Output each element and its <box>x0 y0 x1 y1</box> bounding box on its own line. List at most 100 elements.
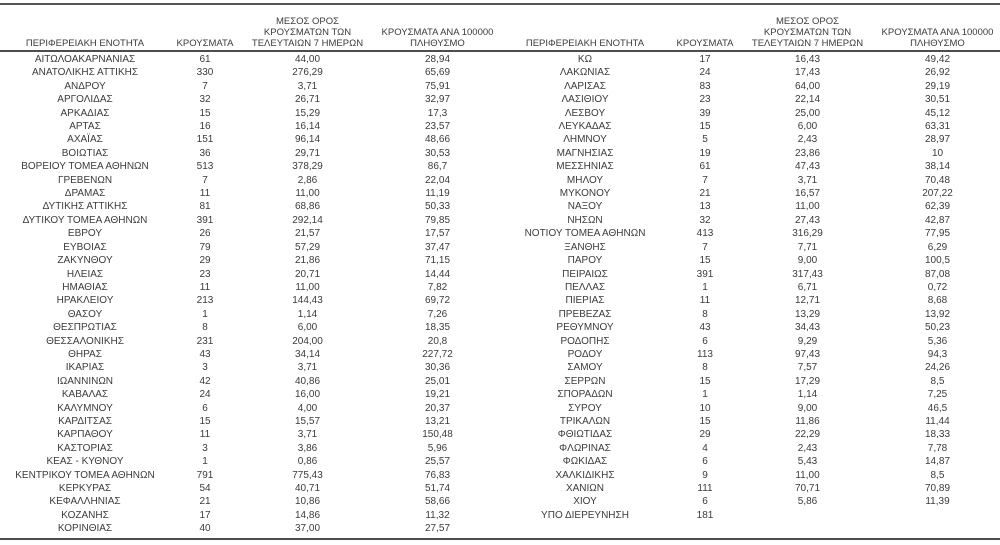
cell-avg7: 317,43 <box>792 268 823 280</box>
cell-avg7: 97,43 <box>794 348 821 360</box>
cell-per100k: 50,33 <box>424 201 451 213</box>
cell-region: ΙΩΑΝΝΙΝΩΝ <box>56 375 114 387</box>
cell-avg7: 2,43 <box>797 134 818 146</box>
cell-per100k: 70,89 <box>924 483 951 494</box>
cell-cases: 391 <box>696 268 714 280</box>
table-row: ΘΕΣΠΡΩΤΙΑΣ 8 6,00 18,35 <box>0 321 500 334</box>
cell-region: ΛΑΡΙΣΑΣ <box>564 80 606 92</box>
cell-per100k: 8,5 <box>930 469 945 481</box>
cell-cases: 15 <box>199 107 211 119</box>
cell-region: ΥΠΟ ΔΙΕΡΕΥΝΗΣΗ <box>541 509 629 521</box>
table-row: ΠΡΕΒΕΖΑΣ 8 13,29 13,92 <box>500 308 1000 321</box>
cell-per100k: 70,48 <box>924 174 951 186</box>
table-row: ΚΕΦΑΛΛΗΝΙΑΣ 21 10,86 58,66 <box>0 495 500 508</box>
cell-cases: 1 <box>202 308 208 320</box>
cell-region: ΖΑΚΥΝΘΟΥ <box>57 255 113 267</box>
table-row: ΠΕΙΡΑΙΩΣ 391 317,43 87,08 <box>500 268 1000 281</box>
cell-region: ΒΟΙΩΤΙΑΣ <box>61 147 109 159</box>
cell-region: ΛΑΚΩΝΙΑΣ <box>559 67 611 79</box>
cell-region: ΑΙΤΩΛΟΑΚΑΡΝΑΝΙΑΣ <box>34 54 136 65</box>
table-row: ΧΑΝΙΩΝ 111 70,71 70,89 <box>500 482 1000 495</box>
cell-cases: 15 <box>699 375 711 387</box>
cell-region: ΠΕΛΛΑΣ <box>564 281 606 293</box>
cell-cases: 9 <box>702 469 708 481</box>
cell-per100k: 23,57 <box>424 121 451 133</box>
cell-avg7: 70,71 <box>794 483 821 494</box>
cell-per100k: 150,48 <box>422 429 453 441</box>
cell-region: ΑΧΑΪΑΣ <box>67 134 103 146</box>
cell-avg7: 64,00 <box>794 80 821 92</box>
table-row: ΣΠΟΡΑΔΩΝ 1 1,14 7,25 <box>500 388 1000 401</box>
table-row: ΡΕΘΥΜΝΟΥ 43 34,43 50,23 <box>500 321 1000 334</box>
table-row: ΡΟΔΟΥ 113 97,43 94,3 <box>500 348 1000 361</box>
cell-avg7: 6,71 <box>797 281 818 293</box>
cell-per100k: 7,78 <box>927 442 948 454</box>
cell-per100k: 227,72 <box>422 348 453 360</box>
cell-cases: 8 <box>702 362 708 374</box>
cell-per100k: 7,25 <box>927 389 948 401</box>
table-row: ΚΟΡΙΝΘΙΑΣ 40 37,00 27,57 <box>0 522 500 535</box>
cell-cases: 3 <box>202 362 208 374</box>
table-row: ΑΙΤΩΛΟΑΚΑΡΝΑΝΙΑΣ 61 44,00 28,94 <box>0 53 500 66</box>
cell-per100k: 62,39 <box>924 201 951 213</box>
table-row: ΔΥΤΙΚΗΣ ΑΤΤΙΚΗΣ 81 68,86 50,33 <box>0 200 500 213</box>
cell-cases: 16 <box>199 121 211 133</box>
cell-per100k: 58,66 <box>424 496 451 508</box>
cell-per100k: 30,53 <box>424 147 451 159</box>
cell-avg7 <box>740 509 875 522</box>
table-header-left: ΠΕΡΙΦΕΡΕΙΑΚΗ ΕΝΟΤΗΤΑ ΚΡΟΥΣΜΑΤΑ ΜΕΣΟΣ ΟΡΟ… <box>0 16 500 49</box>
cell-cases: 11 <box>199 429 211 441</box>
cell-region: ΕΥΒΟΙΑΣ <box>63 241 107 253</box>
cell-region: ΔΥΤΙΚΗΣ ΑΤΤΙΚΗΣ <box>42 201 128 213</box>
cell-region: ΚΑΡΠΑΘΟΥ <box>57 429 113 441</box>
cell-avg7: 16,00 <box>294 389 321 401</box>
cell-cases: 26 <box>199 228 211 240</box>
cell-cases: 15 <box>699 255 711 267</box>
cell-region: ΝΟΤΙΟΥ ΤΟΜΕΑ ΑΘΗΝΩΝ <box>524 228 646 240</box>
cell-region: ΣΕΡΡΩΝ <box>564 375 606 387</box>
cell-cases: 21 <box>199 496 211 508</box>
cell-cases: 6 <box>702 496 708 508</box>
cell-region: ΑΡΓΟΛΙΔΑΣ <box>57 94 113 106</box>
cell-cases: 6 <box>702 335 708 347</box>
table-header-right: ΠΕΡΙΦΕΡΕΙΑΚΗ ΕΝΟΤΗΤΑ ΚΡΟΥΣΜΑΤΑ ΜΕΣΟΣ ΟΡΟ… <box>500 16 1000 49</box>
cell-region: ΜΕΣΣΗΝΙΑΣ <box>556 161 614 173</box>
cell-region: ΛΕΥΚΑΔΑΣ <box>558 121 612 133</box>
cell-avg7: 17,29 <box>794 375 821 387</box>
column-header-per100k: ΚΡΟΥΣΜΑΤΑ ΑΝΑ 100000 ΠΛΗΘΥΣΜΟ <box>881 27 994 49</box>
cell-region: ΠΕΙΡΑΙΩΣ <box>562 268 608 280</box>
cell-region: ΘΑΣΟΥ <box>67 308 103 320</box>
table-row: ΚΩ 17 16,43 49,42 <box>500 53 1000 66</box>
cell-cases: 32 <box>199 94 211 106</box>
cell-region: ΠΡΕΒΕΖΑΣ <box>558 308 612 320</box>
cell-per100k: 71,15 <box>424 255 451 267</box>
cell-cases: 413 <box>696 228 714 240</box>
cell-avg7: 17,43 <box>794 67 821 79</box>
cell-cases: 43 <box>199 348 211 360</box>
table-row: ΦΛΩΡΙΝΑΣ 4 2,43 7,78 <box>500 442 1000 455</box>
cell-avg7: 27,43 <box>794 214 821 226</box>
cell-cases: 83 <box>699 80 711 92</box>
cell-per100k: 46,5 <box>927 402 948 414</box>
cell-region: ΛΑΣΙΘΙΟΥ <box>561 94 609 106</box>
cell-region: ΡΟΔΟΥ <box>567 348 603 360</box>
cell-region: ΝΗΣΩΝ <box>567 214 603 226</box>
table-row: ΘΕΣΣΑΛΟΝΙΚΗΣ 231 204,00 20,8 <box>0 335 500 348</box>
cell-cases: 15 <box>699 121 711 133</box>
cell-cases: 23 <box>199 268 211 280</box>
cell-avg7: 23,86 <box>794 147 821 159</box>
table-row: ΑΝΔΡΟΥ 7 3,71 75,91 <box>0 80 500 93</box>
cell-avg7: 7,57 <box>797 362 818 374</box>
cell-region: ΧΑΝΙΩΝ <box>565 483 605 494</box>
cell-cases: 29 <box>699 429 711 441</box>
cell-cases: 213 <box>196 295 214 307</box>
cell-region: ΘΕΣΣΑΛΟΝΙΚΗΣ <box>46 335 124 347</box>
table-row: ΛΑΚΩΝΙΑΣ 24 17,43 26,92 <box>500 66 1000 79</box>
cell-cases: 1 <box>702 389 708 401</box>
cell-per100k: 8,68 <box>927 295 948 307</box>
cell-per100k: 29,19 <box>924 80 951 92</box>
cell-region: ΕΒΡΟΥ <box>67 228 103 240</box>
cell-avg7: 14,86 <box>294 509 321 521</box>
cell-cases: 15 <box>199 415 211 427</box>
cell-region: ΑΝΑΤΟΛΙΚΗΣ ΑΤΤΙΚΗΣ <box>31 67 139 79</box>
